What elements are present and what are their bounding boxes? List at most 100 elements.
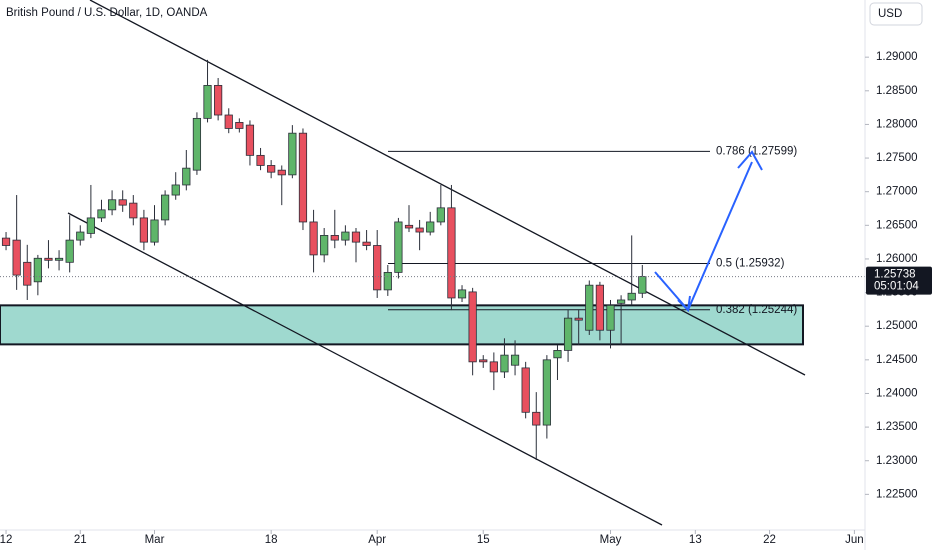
candle-body: [76, 231, 85, 241]
x-tick-label: Mar: [145, 534, 165, 546]
candle-body: [638, 276, 647, 294]
fib-layer: 0.786 (1.27599) 0.5 (1.25932) 0.382 (1.252…: [388, 145, 797, 316]
candle-layer: [0, 59, 865, 461]
y-tick-label: 1.25000: [876, 320, 918, 332]
support-zone: [0, 304, 804, 346]
candle-body: [267, 165, 276, 173]
candle-body: [489, 361, 498, 373]
fib-label: 0.786 (1.27599): [716, 145, 797, 157]
candle-body: [182, 167, 191, 186]
candle-body: [595, 284, 604, 331]
candle-body: [214, 85, 223, 116]
candle-body: [44, 257, 53, 261]
x-tick-label: 13: [689, 534, 702, 546]
x-tick-label: Apr: [368, 534, 386, 546]
y-tick-label: 1.27500: [876, 152, 918, 164]
currency-button[interactable]: [869, 2, 923, 26]
candle-body: [203, 85, 212, 119]
candle-body: [107, 199, 117, 211]
arrow-head: [737, 150, 763, 171]
y-tick-label: 1.24000: [876, 387, 918, 399]
candle-body: [532, 411, 541, 426]
channel-lower: [67, 212, 663, 526]
x-tick-label: 21: [74, 534, 87, 546]
last-price-box: [866, 266, 932, 295]
candle-body: [288, 132, 297, 176]
candle-body: [383, 271, 392, 291]
candle-body: [585, 284, 594, 331]
x-tick-label: 15: [477, 534, 490, 546]
candle-body: [351, 231, 361, 243]
candle-body: [553, 350, 562, 359]
candle-body: [54, 257, 64, 261]
candle-body: [139, 217, 149, 243]
candle-body: [362, 241, 371, 246]
candle-body: [479, 359, 488, 363]
x-tick-label: 18: [265, 534, 278, 546]
candle-body: [563, 317, 573, 351]
last-price-label: 1.25738: [874, 269, 916, 281]
y-tick-label: 1.26000: [876, 253, 918, 265]
candle-body: [12, 239, 21, 276]
candle-body: [1, 237, 11, 246]
candle-body: [298, 132, 308, 223]
candle-body: [521, 367, 530, 413]
candle-body: [627, 292, 636, 301]
y-tick-label: 1.24500: [876, 354, 918, 366]
candle-body: [256, 154, 265, 166]
candle-body: [86, 217, 95, 234]
candle-body: [606, 304, 615, 331]
candle-body: [309, 221, 318, 256]
chart-title: British Pound / U.S. Dollar, 1D, OANDA: [6, 7, 208, 19]
candle-body: [542, 359, 551, 426]
candle-body: [500, 354, 509, 373]
fib-label: 0.5 (1.25932): [716, 258, 785, 270]
y-tick-label: 1.27000: [876, 186, 918, 198]
y-tick-label: 1.23500: [876, 421, 918, 433]
countdown-label: 05:01:04: [874, 281, 919, 293]
candle-body: [118, 199, 127, 206]
y-tick-label: 1.28000: [876, 118, 918, 130]
candle-body: [468, 291, 477, 363]
candle-body: [245, 124, 255, 156]
candle-body: [457, 289, 467, 299]
candle-body: [235, 122, 244, 129]
candle-body: [616, 299, 626, 304]
candle-body: [161, 194, 170, 221]
y-tick-label: 1.23000: [876, 455, 918, 467]
candle-body: [171, 184, 180, 196]
candle-body: [373, 245, 382, 291]
fib-label: 0.382 (1.25244): [716, 304, 797, 316]
candle-body: [97, 209, 106, 219]
candle-body: [574, 317, 583, 321]
candle-body: [23, 261, 32, 286]
currency-label: USD: [878, 8, 902, 20]
candle-body: [404, 224, 414, 229]
candle-body: [65, 239, 74, 263]
candle-body: [341, 231, 350, 241]
candle-body: [436, 207, 445, 223]
candle-body: [192, 117, 202, 171]
y-tick-label: 1.29000: [876, 51, 918, 63]
y-tick-label: 1.22500: [876, 488, 918, 500]
candle-body: [277, 169, 286, 176]
candle-body: [510, 354, 520, 366]
x-tick-label: May: [600, 534, 622, 546]
x-tick-label: Jun: [845, 534, 864, 546]
channel-upper: [89, 0, 806, 376]
candle-body: [415, 227, 424, 233]
x-tick-label: 22: [763, 534, 776, 546]
candle-body: [330, 235, 339, 241]
zone-layer: [0, 304, 804, 346]
y-tick-label: 1.28500: [876, 85, 918, 97]
candle-body: [447, 207, 456, 299]
candle-body: [33, 257, 42, 283]
candle-body: [394, 221, 403, 273]
candle-body: [224, 114, 233, 129]
y-tick-label: 1.26500: [876, 219, 918, 231]
arrow-head: [677, 295, 691, 313]
candle-body: [320, 235, 329, 256]
candle-body: [426, 221, 435, 233]
